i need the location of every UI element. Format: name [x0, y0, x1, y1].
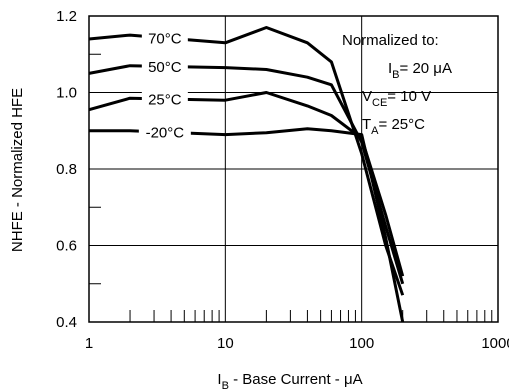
series-line — [88, 91, 405, 277]
y-tick-label: 0.8 — [56, 161, 77, 178]
series-labels: 70°C 50°C 25°C -20°C — [138, 27, 191, 143]
series-label-bg — [141, 88, 188, 109]
series-label-bg — [141, 27, 188, 48]
y-tick-label: 0.4 — [56, 314, 77, 331]
annotation-vce: VCE= 10 V — [362, 88, 431, 109]
x-tick-label: 1000 — [481, 335, 509, 352]
annotation-box: Normalized to: IB= 20 μA VCE= 10 V TA= 2… — [342, 32, 452, 137]
annotation-ib: IB= 20 μA — [388, 60, 452, 81]
series-label: 50°C — [148, 59, 182, 76]
x-tick-label: 100 — [349, 335, 374, 352]
x-axis-title: IB - Base Current - μA — [217, 371, 362, 391]
series-label: 25°C — [148, 91, 182, 108]
plot-frame — [88, 15, 499, 323]
tick-labels: 0.4 0.6 0.8 1.0 1.2 1 10 100 1000 — [56, 8, 509, 352]
y-tick-label: 1.0 — [56, 85, 77, 102]
x-tick-label: 10 — [217, 335, 234, 352]
x-tick-label: 1 — [85, 335, 93, 352]
series-label: -20°C — [146, 125, 185, 142]
y-tick-label: 1.2 — [56, 8, 77, 25]
y-axis-title: NHFE - Normalized HFE — [9, 88, 26, 252]
series-label-bg — [141, 56, 188, 77]
y-tick-label: 0.6 — [56, 238, 77, 255]
series-line — [89, 127, 405, 323]
series-lines — [88, 26, 405, 323]
annotation-heading: Normalized to: — [342, 32, 439, 49]
series-label: 70°C — [148, 30, 182, 47]
annotation-ta: TA= 25°C — [362, 116, 425, 137]
series-label-bg — [138, 122, 191, 143]
